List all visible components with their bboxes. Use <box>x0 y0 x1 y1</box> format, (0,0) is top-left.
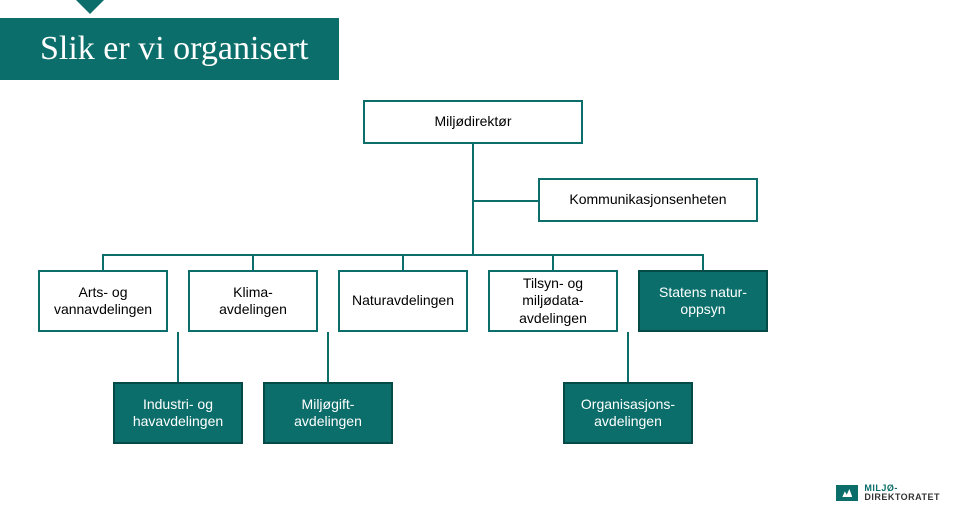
connector-line <box>252 254 254 270</box>
org-node-comm: Kommunikasjonsenheten <box>538 178 758 222</box>
org-node-org: Organisasjons- avdelingen <box>563 382 693 444</box>
brand-logo-line2: DIREKTORATET <box>864 493 940 502</box>
mountain-icon <box>836 485 858 501</box>
org-node-giftm: Miljøgift- avdelingen <box>263 382 393 444</box>
org-node-tilsyn: Tilsyn- og miljødata- avdelingen <box>488 270 618 332</box>
org-chart: Miljødirektør Kommunikasjonsenheten Arts- … <box>38 100 908 480</box>
connector-line <box>177 332 179 382</box>
org-node-root: Miljødirektør <box>363 100 583 144</box>
title-tab-notch <box>76 0 104 14</box>
title-bar: Slik er vi organisert <box>0 18 339 80</box>
brand-logo-text: MILJØ- DIREKTORATET <box>864 484 940 502</box>
connector-line <box>472 200 538 202</box>
connector-line <box>327 332 329 382</box>
page-title: Slik er vi organisert <box>40 30 309 67</box>
org-node-statens: Statens natur- oppsyn <box>638 270 768 332</box>
connector-line <box>402 254 404 270</box>
connector-line <box>102 254 104 270</box>
connector-line <box>627 332 629 382</box>
org-node-natur: Naturavdelingen <box>338 270 468 332</box>
connector-line <box>472 200 474 254</box>
org-node-arts: Arts- og vannavdelingen <box>38 270 168 332</box>
connector-line <box>702 254 704 270</box>
brand-logo: MILJØ- DIREKTORATET <box>836 484 940 502</box>
org-node-klima: Klima- avdelingen <box>188 270 318 332</box>
connector-line <box>472 144 474 200</box>
org-node-indu: Industri- og havavdelingen <box>113 382 243 444</box>
connector-line <box>552 254 554 270</box>
